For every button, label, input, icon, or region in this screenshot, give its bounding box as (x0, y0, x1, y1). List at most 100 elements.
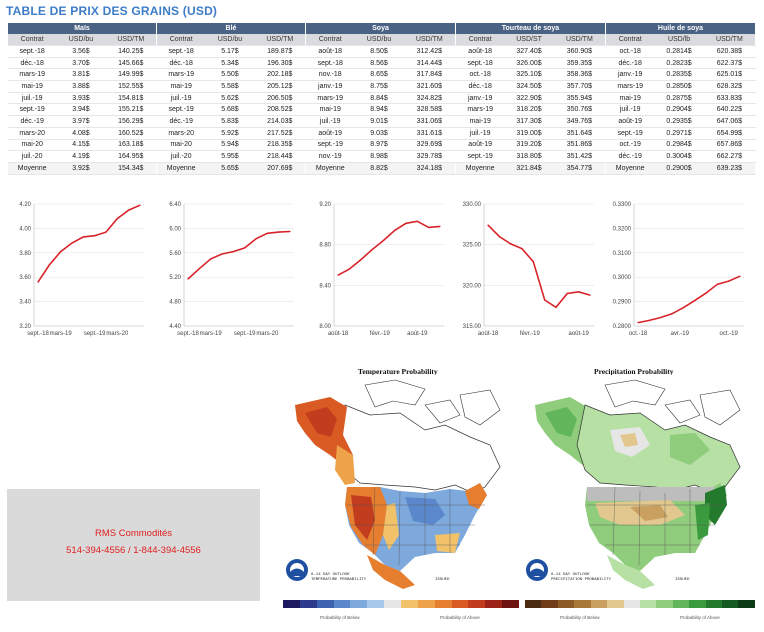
table-cell: 662.27$ (703, 150, 756, 163)
table-cell: juil.-19 (606, 103, 655, 117)
data-point (48, 264, 50, 266)
table-cell: 149.99$ (105, 68, 157, 82)
temp-above-label: Probability of Above (440, 615, 480, 620)
table-cell: 218.35$ (254, 139, 306, 152)
table-cell: sept.-18 (306, 57, 355, 70)
y-tick-label: 320.00 (463, 283, 482, 289)
table-row: juil.-19 5.62$ 206.50$ (157, 92, 306, 105)
table-row: août-18 8.50$ 312.42$ (306, 45, 456, 58)
data-point (37, 281, 39, 283)
table-row: déc.-18 0.2823$ 622.37$ (606, 57, 756, 70)
column-header: USD/bu (354, 34, 404, 46)
table-cell: juil.-19 (456, 127, 505, 140)
table-cell: déc.-18 (606, 57, 655, 70)
data-point (198, 268, 200, 270)
column-header: USD/TM (703, 34, 756, 46)
average-row: Moyenne 0.2900$ 639.23$ (606, 161, 756, 175)
series-line (637, 275, 741, 324)
table-cell: mars-19 (306, 92, 355, 105)
data-point (428, 226, 430, 228)
table-cell: 633.83$ (703, 92, 756, 105)
legend-swatch (738, 600, 755, 608)
legend-swatch (485, 600, 503, 608)
average-row: Moyenne 8.82$ 324.18$ (306, 161, 456, 175)
table-cell: 0.3004$ (654, 150, 704, 163)
table-cell: 327.40$ (504, 45, 554, 58)
x-tick-label: mars-20 (106, 331, 129, 337)
legend-swatch (367, 600, 385, 608)
data-point (555, 306, 557, 308)
y-tick-label: 0.2800 (613, 324, 632, 330)
legend-swatch (607, 600, 624, 608)
table-cell: mars-20 (8, 127, 57, 140)
table-row: nov.-18 8.65$ 317.84$ (306, 68, 456, 82)
temperature-map-title: Temperature Probability (358, 367, 438, 376)
table-cell: 217.52$ (254, 127, 306, 140)
table-row: sept.-19 5.68$ 208.52$ (157, 103, 306, 117)
price-table-0: Maïs Contrat USD/bu USD/TM sept.-18 3.56$ 140.… (8, 23, 157, 175)
table-row: mars-20 4.08$ 160.52$ (8, 127, 157, 140)
legend-swatch (468, 600, 486, 608)
x-tick-label: mars-19 (200, 331, 223, 337)
table-cell: 5.95$ (205, 150, 255, 163)
table-cell: 324.82$ (403, 92, 456, 105)
table-row: déc.-19 0.3004$ 662.27$ (606, 150, 756, 163)
column-header: Contrat (306, 34, 355, 46)
table-row: août-19 9.03$ 331.61$ (306, 127, 456, 140)
data-point (532, 261, 534, 263)
y-tick-label: 4.80 (169, 300, 181, 306)
table-cell: 325.10$ (504, 68, 554, 82)
column-header: USD/lb (654, 34, 704, 46)
table-cell: 9.01$ (354, 115, 404, 128)
table-cell: 3.92$ (56, 161, 106, 175)
data-point (498, 235, 500, 238)
legend-swatch (689, 600, 706, 608)
column-header: Contrat (8, 34, 57, 46)
x-tick-label: oct.-19 (719, 331, 738, 337)
table-cell: janv.-19 (606, 68, 655, 82)
x-tick-label: oct.-18 (629, 331, 648, 337)
data-point (382, 240, 384, 242)
y-tick-label: 6.40 (169, 202, 181, 208)
table-cell: 202.18$ (254, 68, 306, 82)
table-cell: août-19 (456, 139, 505, 152)
table-cell: 156.29$ (105, 115, 157, 128)
column-header: USD/bu (205, 34, 255, 46)
table-cell: 9.03$ (354, 127, 404, 140)
table-cell: déc.-19 (157, 115, 206, 128)
table-cell: juil.-20 (8, 150, 57, 163)
table-cell: 3.56$ (56, 45, 106, 58)
legend-swatch (299, 600, 317, 608)
legend-swatch (333, 600, 351, 608)
table-cell: 0.2823$ (654, 57, 704, 70)
table-row: sept.-18 326.00$ 359.35$ (456, 57, 606, 70)
table-cell: 349.76$ (553, 115, 606, 128)
table-cell: 324.18$ (403, 161, 456, 175)
table-cell: 0.2935$ (654, 115, 704, 128)
table-row: sept.-19 318.80$ 351.42$ (456, 150, 606, 163)
x-tick-label: août-18 (478, 331, 499, 337)
legend-swatch (316, 600, 334, 608)
price-chart-2: 8.00 8.40 8.80 9.20 août-18 févr.-19 août-19 (308, 200, 448, 360)
series-line (337, 220, 441, 276)
table-cell: 8.98$ (354, 150, 404, 163)
table-cell: 3.81$ (56, 68, 106, 82)
table-row: sept.-18 3.56$ 140.25$ (8, 45, 157, 58)
column-header: Contrat (456, 34, 505, 46)
table-row: août-19 0.2935$ 647.06$ (606, 115, 756, 128)
table-cell: 625.01$ (703, 68, 756, 82)
y-tick-label: 0.3100 (613, 251, 632, 257)
y-tick-label: 5.20 (169, 275, 181, 281)
data-point (105, 231, 107, 233)
table-cell: Moyenne (157, 161, 206, 175)
column-header: Contrat (606, 34, 655, 46)
table-cell: 207.69$ (254, 161, 306, 175)
table-row: juil.-20 5.95$ 218.44$ (157, 150, 306, 163)
table-row: mai-19 317.30$ 349.76$ (456, 115, 606, 128)
table-cell: 0.2850$ (654, 80, 704, 93)
table-row: mai-19 0.2875$ 633.83$ (606, 92, 756, 105)
table-row: mai-20 4.15$ 163.18$ (8, 139, 157, 152)
column-header: USD/TM (254, 34, 306, 46)
table-row: déc.-18 5.34$ 196.30$ (157, 57, 306, 70)
svg-text:ISSUED: ISSUED (675, 578, 690, 582)
